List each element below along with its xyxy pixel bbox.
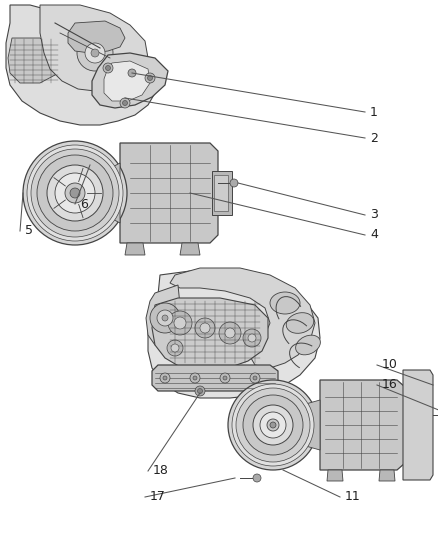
Circle shape: [120, 98, 130, 108]
Ellipse shape: [296, 335, 320, 355]
Circle shape: [167, 340, 183, 356]
Text: 5: 5: [25, 224, 33, 238]
Circle shape: [219, 322, 241, 344]
Circle shape: [47, 165, 103, 221]
Circle shape: [106, 66, 110, 70]
Polygon shape: [92, 53, 168, 108]
Circle shape: [230, 179, 238, 187]
Polygon shape: [68, 21, 125, 53]
Polygon shape: [152, 365, 278, 391]
Polygon shape: [125, 243, 145, 255]
Circle shape: [198, 389, 202, 393]
Polygon shape: [295, 400, 320, 450]
Circle shape: [23, 141, 127, 245]
Polygon shape: [40, 5, 148, 91]
Bar: [214, 175, 228, 211]
Text: 17: 17: [150, 490, 166, 504]
Text: 1: 1: [370, 106, 378, 118]
Polygon shape: [327, 470, 343, 481]
Circle shape: [163, 376, 167, 380]
Polygon shape: [105, 163, 120, 223]
Polygon shape: [148, 271, 320, 398]
Text: 16: 16: [382, 378, 398, 392]
Circle shape: [150, 303, 180, 333]
Polygon shape: [152, 298, 268, 371]
Circle shape: [31, 149, 119, 237]
Circle shape: [174, 317, 186, 329]
Circle shape: [236, 388, 310, 462]
Polygon shape: [6, 5, 158, 125]
Circle shape: [157, 310, 173, 326]
Circle shape: [200, 323, 210, 333]
Circle shape: [253, 405, 293, 445]
Circle shape: [267, 419, 279, 431]
Circle shape: [37, 155, 113, 231]
Polygon shape: [104, 61, 150, 101]
Circle shape: [145, 73, 155, 83]
Circle shape: [65, 183, 85, 203]
Circle shape: [232, 384, 314, 466]
Polygon shape: [180, 243, 200, 255]
Ellipse shape: [270, 292, 300, 314]
Text: 6: 6: [80, 198, 88, 211]
Ellipse shape: [286, 313, 314, 333]
Text: 4: 4: [370, 229, 378, 241]
Polygon shape: [120, 143, 218, 243]
Text: 2: 2: [370, 132, 378, 144]
Circle shape: [103, 63, 113, 73]
Text: 10: 10: [382, 359, 398, 372]
Polygon shape: [403, 370, 433, 480]
Circle shape: [85, 43, 105, 63]
Circle shape: [195, 318, 215, 338]
Circle shape: [168, 311, 192, 335]
Circle shape: [248, 334, 256, 342]
Circle shape: [195, 386, 205, 396]
Circle shape: [70, 188, 80, 198]
Circle shape: [220, 373, 230, 383]
Circle shape: [171, 344, 179, 352]
Polygon shape: [146, 285, 180, 345]
Polygon shape: [379, 470, 395, 481]
Circle shape: [243, 395, 303, 455]
Circle shape: [148, 76, 152, 80]
Circle shape: [253, 376, 257, 380]
Circle shape: [270, 422, 276, 428]
Circle shape: [160, 373, 170, 383]
Circle shape: [27, 145, 123, 241]
Circle shape: [162, 315, 168, 321]
Polygon shape: [320, 380, 405, 470]
Polygon shape: [8, 38, 60, 83]
Circle shape: [77, 35, 113, 71]
Circle shape: [190, 373, 200, 383]
Circle shape: [228, 380, 318, 470]
Circle shape: [225, 328, 235, 338]
Text: 3: 3: [370, 208, 378, 222]
Bar: [212, 171, 232, 215]
Circle shape: [193, 376, 197, 380]
Polygon shape: [170, 268, 315, 368]
Circle shape: [91, 49, 99, 57]
Circle shape: [128, 69, 136, 77]
Text: 11: 11: [345, 490, 361, 504]
Circle shape: [250, 373, 260, 383]
Circle shape: [223, 376, 227, 380]
Circle shape: [243, 329, 261, 347]
Text: 18: 18: [153, 464, 169, 478]
Circle shape: [253, 474, 261, 482]
Circle shape: [55, 173, 95, 213]
Circle shape: [260, 412, 286, 438]
Circle shape: [123, 101, 127, 106]
